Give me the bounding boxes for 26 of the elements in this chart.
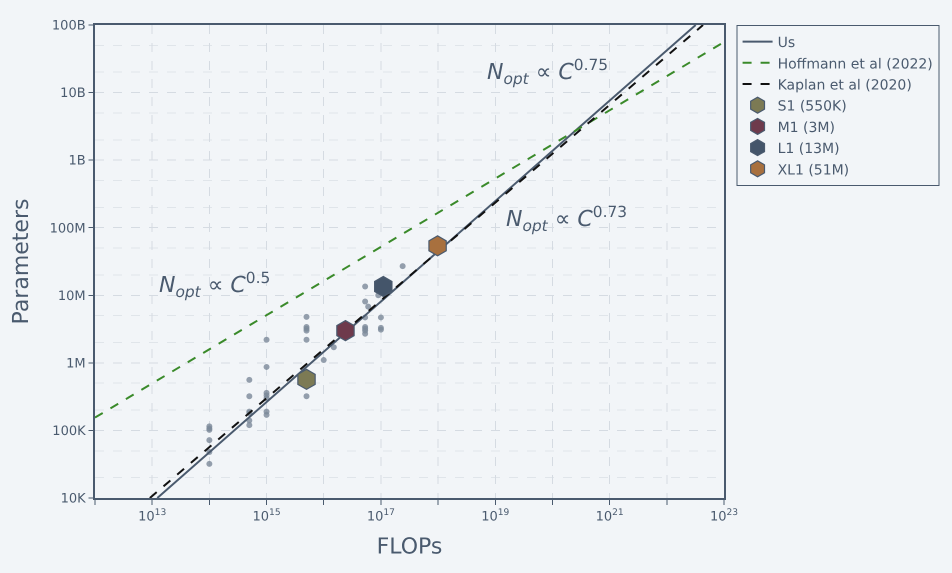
y-tick-label: 1B xyxy=(68,154,86,169)
x-tick-label: 10$^{15}$ xyxy=(252,508,281,524)
annotation: N$_{opt}$ ∝ C$^{0.5}$ xyxy=(159,269,270,301)
legend-label: M1 (3M) xyxy=(778,120,835,136)
annotation: N$_{opt}$ ∝ C$^{0.75}$ xyxy=(487,56,608,88)
legend-label: Kaplan et al (2020) xyxy=(778,77,912,94)
x-tick-label: 10$^{19}$ xyxy=(481,508,510,524)
x-tick-label: 10$^{23}$ xyxy=(710,508,738,524)
y-tick-label: 10B xyxy=(60,86,86,102)
y-axis-title: Parameters xyxy=(8,198,34,324)
y-tick-label: 100B xyxy=(52,18,86,34)
x-tick-label: 10$^{13}$ xyxy=(138,508,166,524)
y-tick-label: 100K xyxy=(52,424,86,439)
legend-label: L1 (13M) xyxy=(778,141,840,158)
y-tick-label: 10M xyxy=(58,288,86,304)
legend-label: XL1 (51M) xyxy=(778,162,850,178)
y-tick-label: 100M xyxy=(50,221,86,236)
annotation: N$_{opt}$ ∝ C$^{0.73}$ xyxy=(506,203,628,235)
y-tick-label: 1M xyxy=(66,356,86,372)
legend-label: S1 (550K) xyxy=(778,98,847,115)
x-axis-title: FLOPs xyxy=(376,534,442,560)
x-tick-label: 10$^{21}$ xyxy=(596,508,624,524)
legend-label: Hoffmann et al (2022) xyxy=(778,56,933,72)
x-tick-label: 10$^{17}$ xyxy=(366,508,396,524)
y-tick-label: 10K xyxy=(60,492,86,507)
legend-label: Us xyxy=(778,35,796,52)
